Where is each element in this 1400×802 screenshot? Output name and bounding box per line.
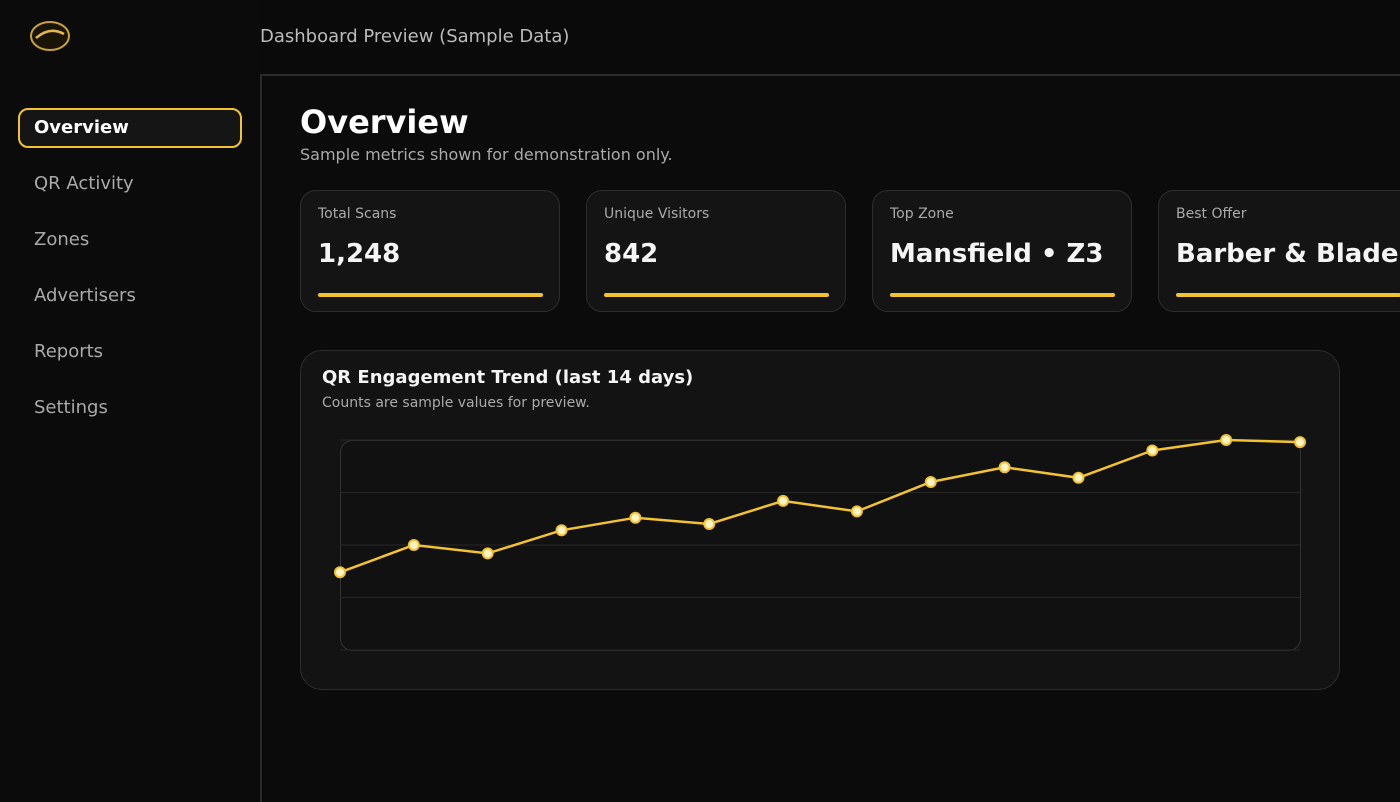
card-accent: [318, 293, 543, 297]
metric-card: Best Offer Barber & Blade: [1158, 190, 1400, 312]
data-point: [334, 566, 346, 579]
metric-card: Unique Visitors 842: [586, 190, 846, 312]
data-point: [777, 494, 790, 507]
card-value: 1,248: [318, 239, 401, 269]
card-value: 842: [604, 239, 659, 269]
card-label: Total Scans: [318, 206, 397, 222]
data-point: [1294, 436, 1306, 449]
series-line: [339, 438, 1301, 574]
card-value: Barber & Blade: [1176, 239, 1399, 269]
metric-card: Top Zone Mansfield • Z3: [872, 190, 1132, 312]
card-accent: [890, 293, 1115, 297]
nav-item[interactable]: Advertisers: [34, 285, 136, 306]
metric-card: Total Scans 1,248: [300, 190, 560, 312]
data-point: [481, 547, 494, 560]
nav-item[interactable]: QR Activity: [34, 173, 134, 194]
card-value: Mansfield • Z3: [890, 239, 1104, 269]
nav-item[interactable]: Settings: [34, 397, 108, 418]
data-point: [1146, 444, 1159, 457]
data-point: [924, 476, 937, 488]
header-title: Dashboard Preview (Sample Data): [260, 26, 570, 47]
data-point: [703, 518, 716, 530]
page-title: Overview: [300, 103, 469, 141]
nav-item[interactable]: Zones: [34, 229, 90, 250]
nav-item[interactable]: Reports: [34, 341, 104, 362]
card-label: Top Zone: [890, 206, 954, 222]
logo[interactable]: [28, 18, 72, 54]
page-subtitle: Sample metrics shown for demonstration o…: [300, 145, 673, 164]
card-label: Unique Visitors: [604, 206, 710, 222]
card-label: Best Offer: [1176, 206, 1247, 222]
card-accent: [604, 293, 829, 297]
chart: [334, 434, 1306, 651]
data-point: [555, 524, 568, 537]
data-point: [407, 539, 420, 551]
data-point: [1072, 471, 1085, 484]
data-point: [1220, 434, 1233, 446]
chart-subtitle: Counts are sample values for preview.: [322, 395, 590, 411]
card-accent: [1176, 293, 1400, 297]
data-point: [850, 505, 863, 518]
nav-item[interactable]: Overview: [18, 108, 242, 148]
data-point: [629, 511, 642, 524]
chart-title: QR Engagement Trend (last 14 days): [322, 367, 694, 388]
data-point: [998, 461, 1011, 474]
